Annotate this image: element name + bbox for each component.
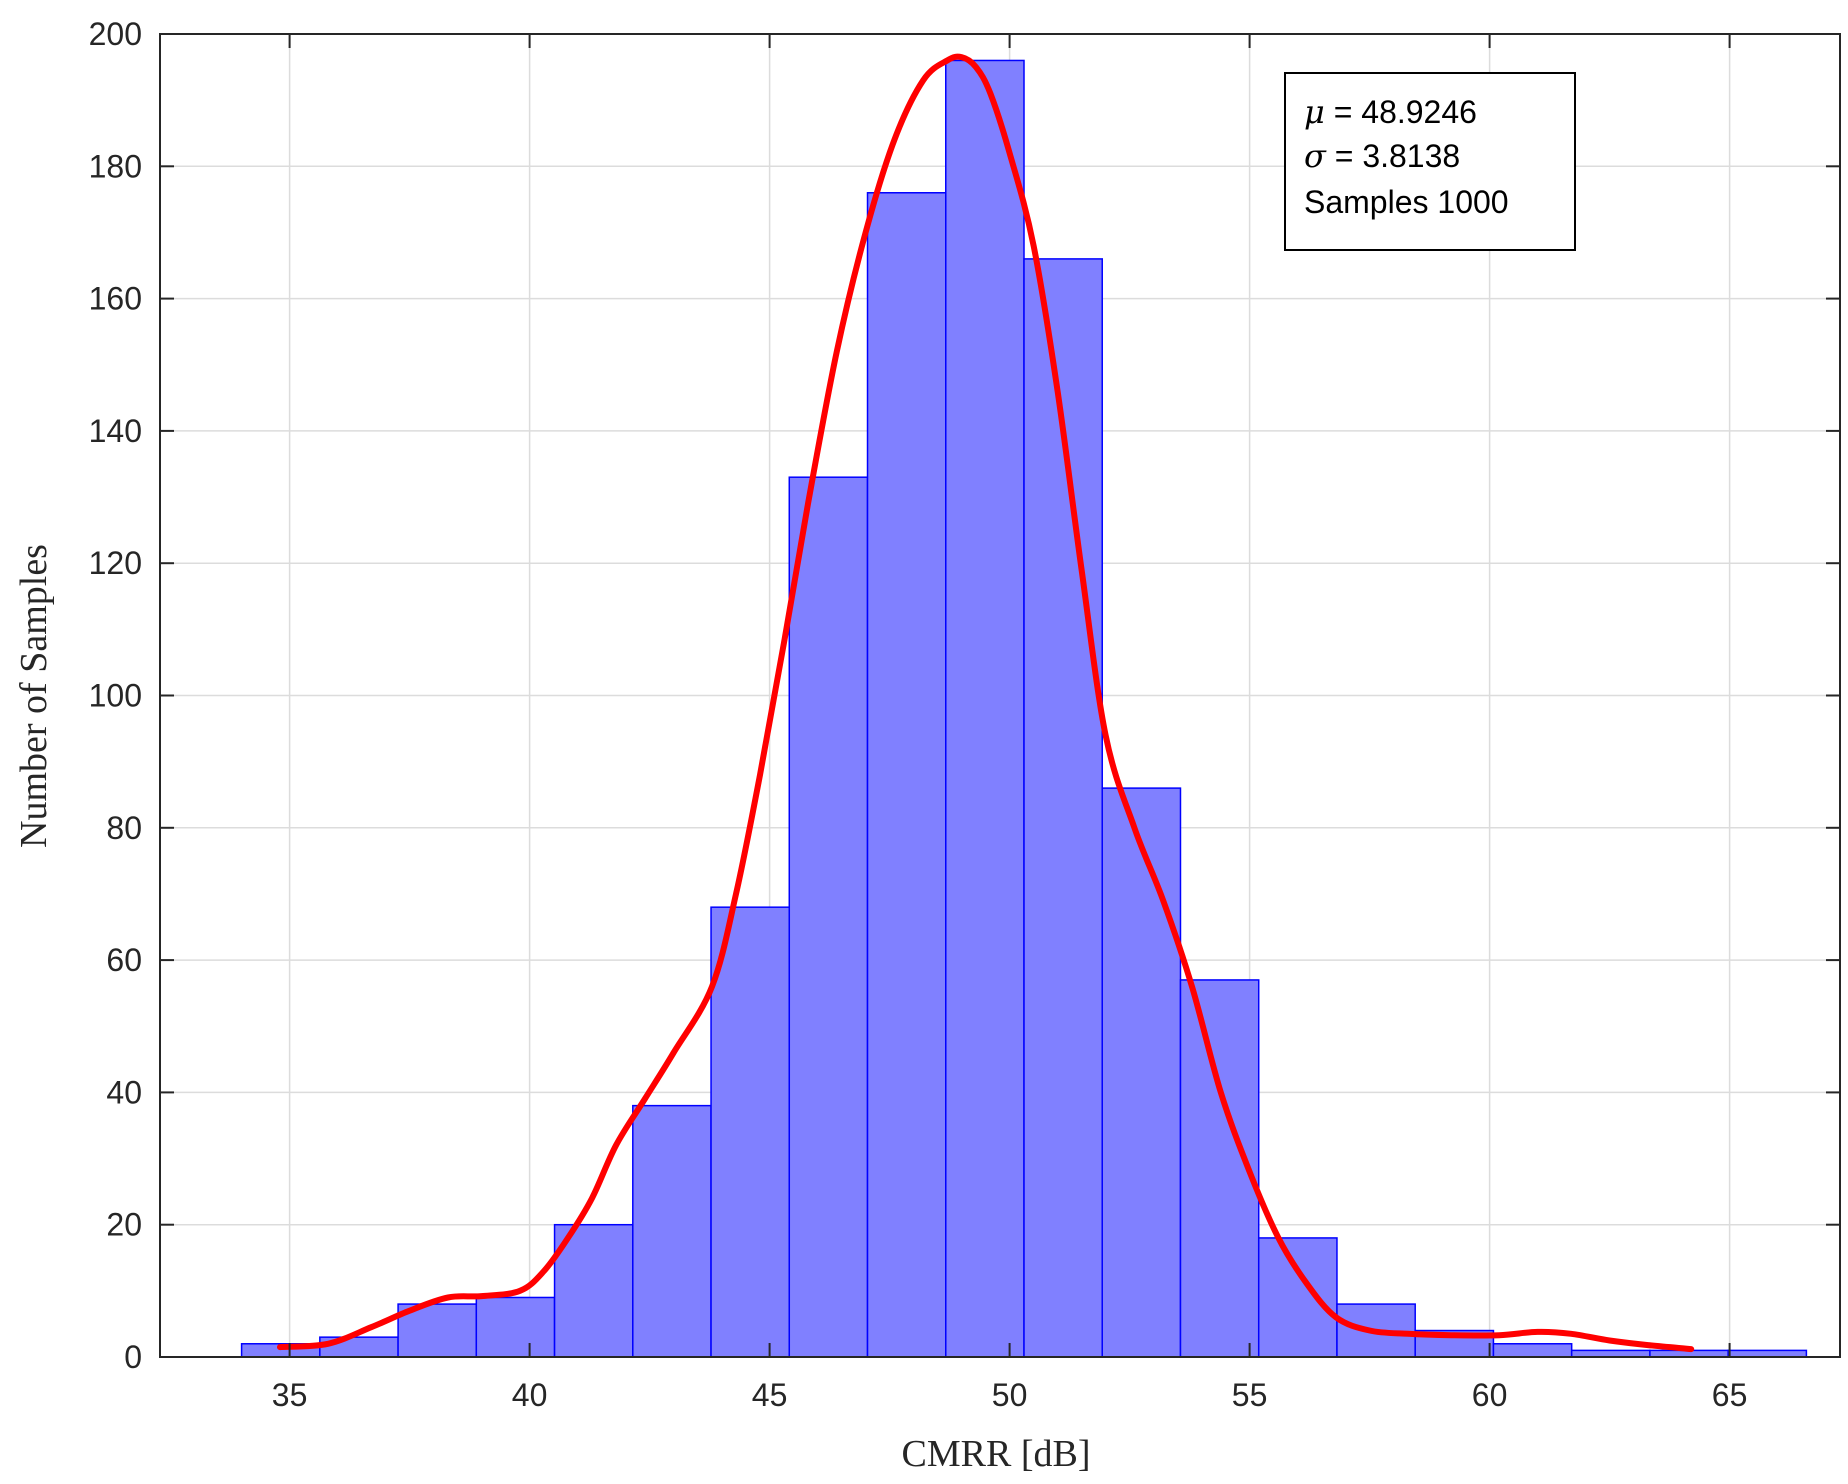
x-axis-title: CMRR [dB] xyxy=(902,1433,1091,1475)
sigma-symbol: σ xyxy=(1304,137,1327,175)
histogram-bars xyxy=(240,59,1808,1358)
histogram-bar xyxy=(1101,787,1182,1358)
histogram-bar xyxy=(1492,1343,1573,1358)
x-tick-label: 40 xyxy=(512,1377,548,1413)
histogram-bar xyxy=(475,1296,556,1358)
y-tick-label: 80 xyxy=(106,810,142,846)
x-tick-labels: 35 40 45 50 55 60 65 xyxy=(272,1377,1748,1413)
mu-stat: μ = 48.9246 xyxy=(1304,93,1477,131)
x-tick-label: 50 xyxy=(992,1377,1028,1413)
axis-ticks xyxy=(160,33,1840,1358)
y-tick-label: 200 xyxy=(89,16,142,52)
y-tick-label: 60 xyxy=(106,942,142,978)
y-axis-title: Number of Samples xyxy=(13,544,55,848)
fit-curve-layer xyxy=(277,53,1695,1353)
y-tick-label: 140 xyxy=(89,413,142,449)
x-tick-label: 60 xyxy=(1472,1377,1508,1413)
x-tick-label: 65 xyxy=(1712,1377,1748,1413)
sigma-stat: σ = 3.8138 xyxy=(1304,137,1460,175)
y-tick-label: 180 xyxy=(89,148,142,184)
histogram-bar xyxy=(788,476,869,1358)
histogram-bar xyxy=(1257,1237,1338,1358)
x-tick-label: 45 xyxy=(752,1377,788,1413)
histogram-bar xyxy=(710,906,791,1358)
y-tick-label: 0 xyxy=(124,1339,142,1375)
sigma-value: = 3.8138 xyxy=(1326,138,1460,174)
fit-curve xyxy=(277,53,1695,1353)
y-tick-label: 120 xyxy=(89,545,142,581)
histogram-bar xyxy=(553,1223,634,1358)
y-tick-labels: 0 20 40 60 80 100 120 140 160 180 200 xyxy=(89,16,142,1375)
y-tick-label: 40 xyxy=(106,1074,142,1110)
y-tick-label: 20 xyxy=(106,1207,142,1243)
mu-value: = 48.9246 xyxy=(1325,94,1477,130)
histogram-bar xyxy=(945,59,1025,1358)
histogram-bar xyxy=(632,1104,712,1358)
x-tick-label: 35 xyxy=(272,1377,308,1413)
histogram-bar xyxy=(866,192,947,1358)
stats-box-frame xyxy=(1284,72,1576,251)
stats-annotation-box: μ = 48.9246 σ = 3.8138 Samples 1000 xyxy=(1284,72,1576,251)
y-tick-label: 100 xyxy=(89,678,142,714)
y-tick-label: 160 xyxy=(89,281,142,317)
samples-stat: Samples 1000 xyxy=(1304,184,1509,220)
mu-symbol: μ xyxy=(1304,93,1325,131)
x-tick-label: 55 xyxy=(1232,1377,1268,1413)
